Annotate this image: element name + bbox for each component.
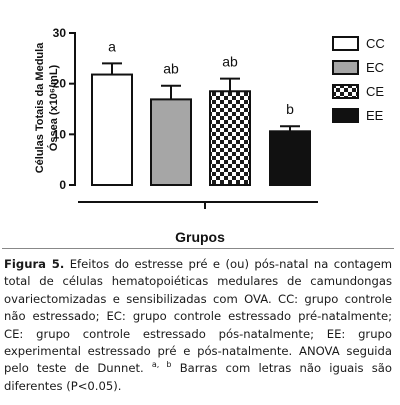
caption-superscript: a, b: [151, 360, 172, 370]
y-tick-label: 20: [53, 77, 67, 91]
legend-label-ec: EC: [366, 60, 384, 75]
legend-swatch-ee: [332, 108, 359, 123]
figure-caption: Figura 5. Efeitos do estresse pré e (ou)…: [4, 256, 392, 395]
y-tick-label: 10: [53, 127, 67, 141]
bar-ec: [150, 98, 192, 186]
y-tick-label: 30: [53, 26, 67, 40]
legend-swatch-ce: [332, 84, 359, 99]
significance-label-cc: a: [108, 38, 116, 54]
legend-label-ce: CE: [366, 84, 384, 99]
bar-ce: [209, 90, 251, 186]
legend-label-cc: CC: [366, 36, 385, 51]
caption-text: Efeitos do estresse pré e (ou) pós-natal…: [4, 257, 392, 376]
bar-ee: [269, 130, 311, 186]
legend-label-ee: EE: [366, 108, 384, 123]
legend-swatch-cc: [332, 36, 359, 51]
bars: a ab ab b: [91, 38, 311, 186]
caption-divider: [2, 248, 394, 249]
y-axis-label: Células Totais da Medula Óssea (x10⁶/mL): [34, 42, 60, 173]
significance-label-ee: b: [286, 101, 294, 117]
bar-cc: [91, 73, 133, 186]
significance-label-ec: ab: [163, 61, 179, 77]
y-axis-label-line-2: Óssea (x10⁶/mL): [47, 64, 60, 151]
legend: CC EC CE EE: [332, 36, 385, 123]
legend-swatch-ec: [332, 60, 359, 75]
caption-text-end: Barras com letras não iguais são diferen…: [4, 361, 392, 393]
significance-label-ce: ab: [222, 54, 238, 70]
bar-chart: Células Totais da Medula Óssea (x10⁶/mL)…: [34, 26, 385, 245]
y-tick-label: 0: [59, 178, 66, 192]
caption-label: Figura 5.: [4, 257, 65, 271]
y-axis-ticks: 0 10 20 30: [53, 26, 75, 192]
x-axis-title: Grupos: [175, 229, 225, 245]
y-axis-label-line-1: Células Totais da Medula: [34, 42, 46, 173]
